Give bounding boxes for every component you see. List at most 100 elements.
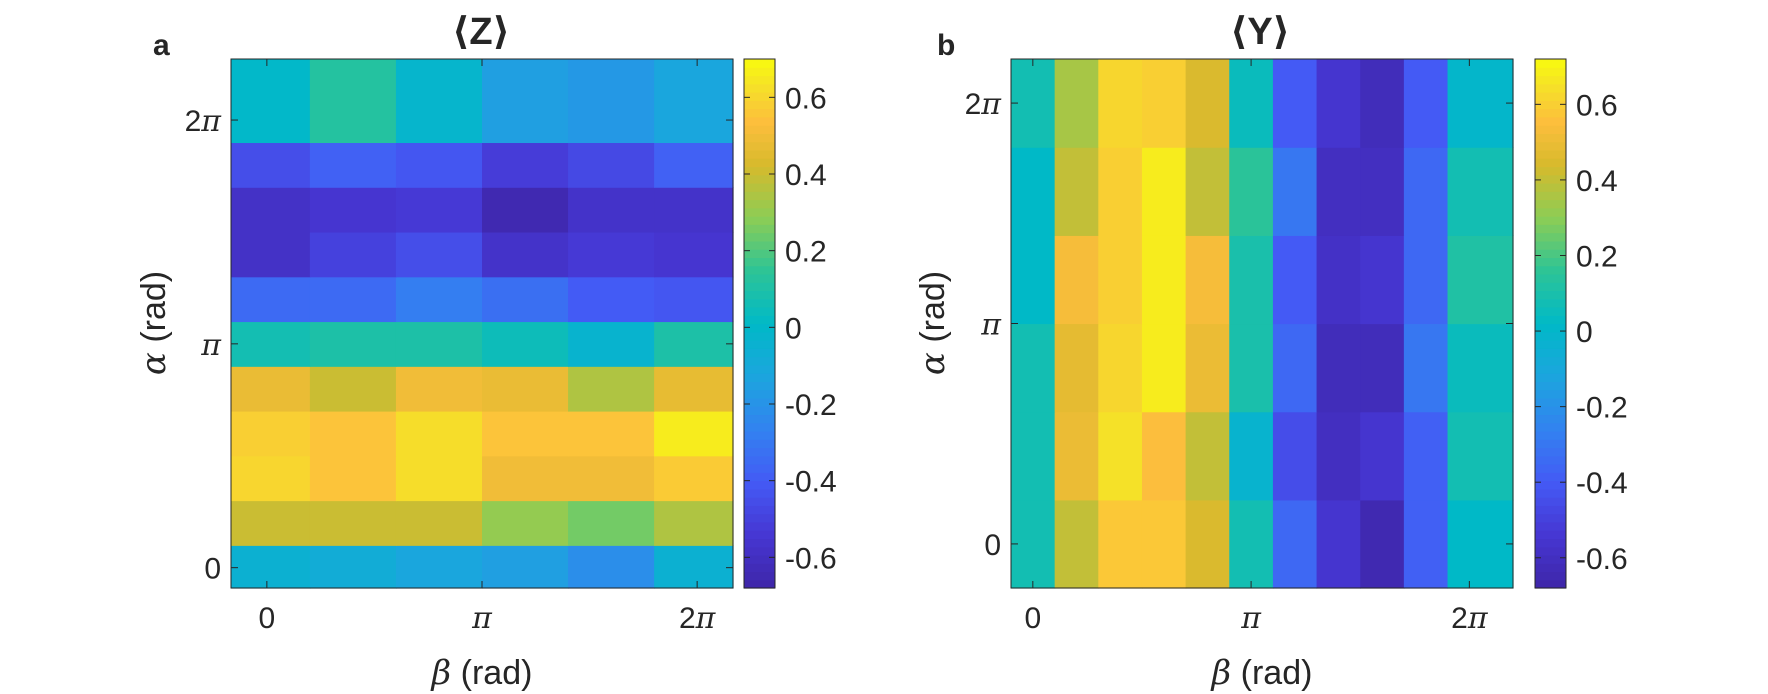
heatmap-cell xyxy=(1098,235,1143,325)
colorbar-swatch xyxy=(1535,290,1566,300)
colorbar-swatch xyxy=(1535,199,1566,209)
heatmap-cell xyxy=(231,231,311,278)
heatmap-cell xyxy=(1011,323,1056,413)
heatmap-cell xyxy=(1185,411,1230,501)
colorbar-swatch xyxy=(744,133,775,143)
heatmap-cell xyxy=(395,231,483,278)
colorbar-swatch xyxy=(744,381,775,391)
colorbar-swatch xyxy=(744,406,775,416)
heatmap-cell xyxy=(1054,235,1099,325)
heatmap-cell xyxy=(309,545,397,589)
colorbar-frame xyxy=(1534,58,1567,589)
colorbar-swatch xyxy=(744,108,775,118)
heatmap-cell xyxy=(1360,59,1405,148)
heatmap-cell xyxy=(482,276,569,323)
heatmap-cell xyxy=(1229,411,1274,501)
heatmap-cell xyxy=(1316,147,1361,236)
x-axis-a: 0 π 2π xyxy=(259,59,717,636)
heatmap-cell xyxy=(1229,147,1274,236)
heatmap-cell xyxy=(1360,411,1405,501)
heatmap-cell xyxy=(231,187,311,233)
colorbar-swatch xyxy=(1535,92,1566,101)
colorbar-swatch xyxy=(744,373,775,382)
colorbar-swatch xyxy=(1535,430,1566,440)
colorbar-swatch xyxy=(1535,216,1566,225)
heatmap-cell xyxy=(1316,323,1361,413)
heatmap-cell xyxy=(1229,323,1274,413)
heatmap-cell xyxy=(1403,59,1449,148)
colorbar-swatch xyxy=(1535,571,1566,581)
heatmap-cell xyxy=(309,366,397,412)
colorbar-swatch xyxy=(1535,133,1566,143)
heatmap-cell xyxy=(1272,235,1318,325)
colorbar-swatch xyxy=(744,216,775,225)
heatmap-cell xyxy=(1272,147,1318,236)
heatmap-cell xyxy=(395,366,483,412)
colorbar-swatch xyxy=(744,546,775,556)
heatmap-cell xyxy=(654,276,734,323)
colorbar-frame xyxy=(743,58,776,589)
colorbar-tick-label: 0.2 xyxy=(1576,240,1618,273)
colorbar-swatch xyxy=(1535,538,1566,548)
colorbar-swatch xyxy=(744,166,775,176)
heatmap-cell xyxy=(1054,147,1099,236)
heatmap-cell xyxy=(1403,235,1449,325)
colorbar-swatch xyxy=(1535,497,1566,506)
y-tick-label: 0 xyxy=(204,553,221,586)
colorbar-swatch xyxy=(1535,59,1566,68)
colorbar-swatch xyxy=(1535,306,1566,316)
heatmap-cell xyxy=(309,187,397,233)
y-axis-a: 0 π 2π xyxy=(185,104,733,586)
colorbar-tick-label: 0.4 xyxy=(785,159,827,192)
colorbar-swatch xyxy=(744,232,775,242)
heatmap-cell xyxy=(1011,147,1056,236)
colorbar-tick-label: 0 xyxy=(785,312,802,345)
colorbar-swatch xyxy=(1535,224,1566,234)
heatmap-cell xyxy=(1447,411,1514,501)
heatmap-cell xyxy=(654,455,734,502)
colorbar-swatch xyxy=(744,306,775,316)
colorbar-swatch xyxy=(744,340,775,349)
heatmap-cell xyxy=(1054,499,1099,589)
colorbar-swatch xyxy=(1535,447,1566,457)
colorbar-tick-label: 0.2 xyxy=(785,236,827,269)
colorbar-swatch xyxy=(744,100,775,110)
heatmap-cell xyxy=(309,142,397,188)
colorbar-swatch xyxy=(744,207,775,217)
y-tick-label: 2π xyxy=(185,104,223,139)
x-tick-label: 0 xyxy=(259,602,276,635)
heatmap-cell xyxy=(1360,499,1405,589)
heatmap-cell xyxy=(1272,59,1318,148)
colorbar-tick-label: -0.6 xyxy=(1576,543,1628,576)
x-axis-b: 0 π 2π xyxy=(1024,59,1489,636)
colorbar-swatch xyxy=(744,158,775,168)
heatmap-cell xyxy=(482,500,569,546)
colorbar-swatch xyxy=(1535,513,1566,523)
colorbar-swatch xyxy=(1535,356,1566,366)
heatmap-cell xyxy=(482,231,569,278)
heatmap-cell xyxy=(309,455,397,502)
colorbar-swatch xyxy=(744,389,775,399)
colorbar-swatch xyxy=(1535,125,1566,134)
heatmap-cell xyxy=(1360,323,1405,413)
colorbar-swatch xyxy=(1535,406,1566,416)
heatmap-cell xyxy=(1011,499,1056,589)
colorbar-swatch xyxy=(744,422,775,432)
y-tick-label: π xyxy=(980,308,1002,343)
colorbar-swatch xyxy=(744,464,775,473)
colorbar-swatch xyxy=(1535,546,1566,556)
y-axis-b: 0 π 2π xyxy=(965,87,1513,562)
title-a: ⟨Z⟩ xyxy=(452,11,510,53)
colorbar-swatch xyxy=(1535,464,1566,473)
colorbar-swatch xyxy=(744,75,775,85)
heatmap-cell xyxy=(1229,235,1274,325)
colorbar-swatch xyxy=(1535,422,1566,432)
panel-label-b: b xyxy=(937,29,955,62)
colorbar-tick-label: 0.4 xyxy=(1576,165,1618,198)
heatmap-cell xyxy=(482,321,569,367)
colorbar-swatch xyxy=(744,298,775,308)
heatmap-cell xyxy=(482,545,569,589)
colorbar-swatch xyxy=(1535,389,1566,399)
colorbar-swatch xyxy=(1535,340,1566,349)
heatmap-cell xyxy=(1098,499,1143,589)
